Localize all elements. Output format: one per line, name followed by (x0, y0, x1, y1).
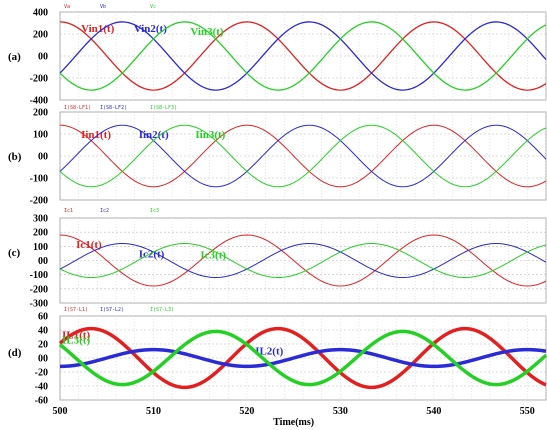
series-line-2 (59, 124, 547, 188)
y-tick-label: -60 (35, 396, 48, 407)
series-label-1: Vin1(t) (81, 23, 115, 35)
series-label-2: Vin2(t) (134, 23, 168, 35)
panel-label: (a) (8, 51, 21, 63)
y-tick-label: -200 (30, 284, 48, 295)
legend-entry: Ic2 (100, 208, 109, 214)
panel-label: (d) (8, 347, 22, 359)
legend-entry: I(S8-LF1) (64, 105, 91, 111)
y-tick-label: 00 (38, 256, 48, 267)
series-label-3: IL3(t) (62, 334, 90, 346)
x-tick-label: 540 (426, 406, 441, 417)
y-tick-label: 200 (33, 228, 48, 239)
y-tick-label: 200 (33, 108, 48, 119)
y-tick-label: 200 (33, 30, 48, 41)
y-tick-label: -200 (30, 74, 48, 85)
y-tick-label: -300 (30, 299, 48, 310)
y-tick-label: -100 (30, 270, 48, 281)
series-line-2 (59, 243, 547, 278)
panel-label: (c) (8, 247, 21, 259)
series-line-2 (59, 347, 547, 369)
y-tick-label: -20 (35, 368, 48, 379)
x-tick-label: 530 (333, 406, 348, 417)
panel-4: 60 40 20 00 -20 -40 -60 (d) I(S7-L1) I(S7-L2) I(S7… (8, 307, 547, 407)
y-tick-label: -40 (35, 382, 48, 393)
y-tick-label: 20 (38, 340, 48, 351)
legend-entry: Vb (100, 4, 106, 10)
x-axis-label: Time(ms) (273, 417, 314, 428)
series-label-2: IL2(t) (255, 346, 283, 358)
panel-1: 400 200 00 -200 -400 (a) Va Vb Vc Vin1(t) Vin2(t) V… (8, 4, 547, 107)
x-tick-label: 550 (520, 406, 535, 417)
y-tick-label: 00 (38, 354, 48, 365)
x-axis: 500 510 520 530 540 550 Time(ms) (53, 406, 535, 428)
y-tick-label: 400 (33, 8, 48, 19)
series-line-1 (58, 326, 547, 390)
series-line-3 (59, 124, 547, 188)
panel-3: 300 200 100 00 -100 -200 -300 (c) Ic1 Ic2 Ic3 Ic1(t… (8, 208, 547, 310)
legend-entry: I(S7-L2) (100, 307, 124, 313)
y-tick-label: 100 (33, 130, 48, 141)
legend-entry: I(S7-L1) (64, 307, 88, 313)
legend-entry: Ic3 (150, 208, 159, 214)
series-label-1: Iin1(t) (81, 129, 111, 141)
y-tick-label: 60 (38, 312, 48, 323)
series-label-2: Ic2(t) (139, 249, 165, 261)
x-tick-label: 510 (146, 406, 161, 417)
legend-entry: I(S7-L3) (150, 307, 174, 313)
y-tick-label: 300 (33, 214, 48, 225)
y-tick-label: -100 (30, 174, 48, 185)
legend-entry: Ic1 (64, 208, 73, 214)
series-label-3: Iin3(t) (195, 129, 225, 141)
x-tick-label: 520 (239, 406, 254, 417)
legend-entry: I(S8-LF3) (150, 105, 177, 111)
series-label-3: Vin3(t) (190, 26, 224, 38)
legend-entry: Va (64, 4, 70, 10)
y-tick-label: 40 (38, 326, 48, 337)
series-line-2 (59, 21, 547, 91)
legend-entry: Vc (150, 4, 156, 10)
series-line-3 (58, 329, 547, 387)
series-label-1: Ic1(t) (76, 239, 102, 251)
panel-label: (b) (8, 151, 22, 163)
series-label-2: Iin2(t) (139, 129, 169, 141)
series-label-1: IL1(t) (62, 330, 90, 342)
series-line-3 (59, 243, 547, 278)
y-tick-label: 100 (33, 242, 48, 253)
y-tick-label: -200 (30, 196, 48, 207)
series-line-3 (59, 21, 547, 91)
panel-2: 200 100 00 -100 -200 (b) I(S8-LF1) I(S8-LF2) I(S… (8, 105, 547, 207)
series-label-3: Ic3(t) (200, 250, 226, 262)
y-tick-label: 00 (38, 152, 48, 163)
x-tick-label: 500 (53, 406, 68, 417)
series-line-1 (59, 234, 547, 287)
y-tick-label: 00 (38, 52, 48, 63)
legend-entry: I(S8-LF2) (100, 105, 127, 111)
y-tick-label: -400 (30, 96, 48, 107)
